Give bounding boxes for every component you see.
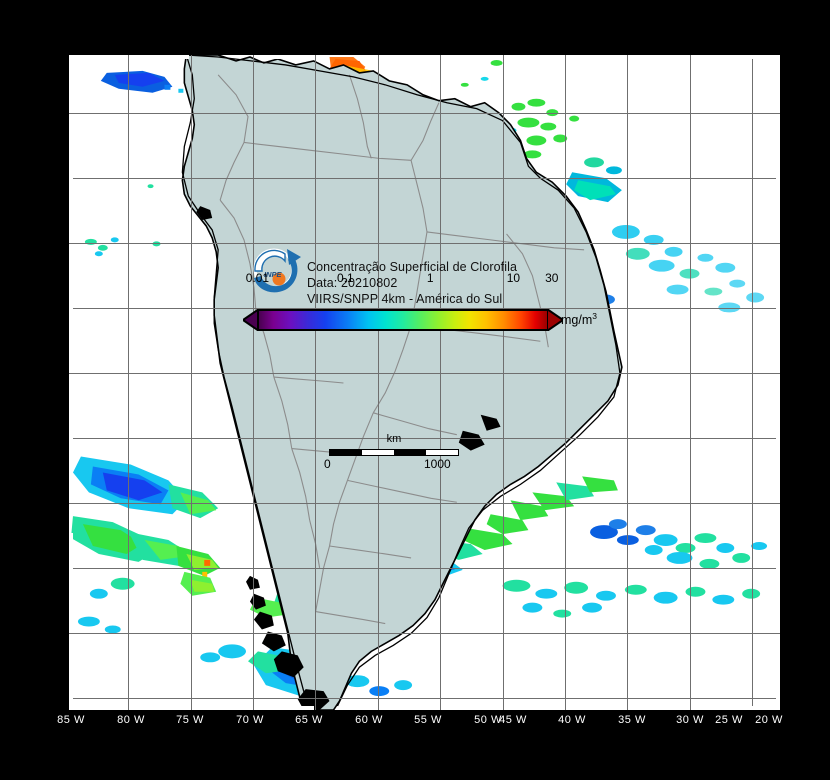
coastline-layer (181, 55, 621, 710)
chl-patch-humboldt (70, 184, 221, 634)
lon-label-80w: 80 W (117, 714, 145, 726)
colorbar[interactable] (243, 307, 563, 335)
lon-label-85w: 85 W (57, 714, 85, 726)
chl-patch-mid-atlantic (611, 224, 765, 313)
lon-label-25w: 25 W (715, 714, 743, 726)
chlorophyll-raster-layer (70, 55, 768, 710)
lon-label-35w: 35 W (618, 714, 646, 726)
scale-bar-start-label: 0 (324, 457, 331, 471)
lon-label-60w: 60 W (355, 714, 383, 726)
legend-text-block: Concentração Superficial de Clorofila Da… (307, 259, 607, 307)
lon-label-70w: 70 W (236, 714, 264, 726)
colorbar-unit-exponent: 3 (592, 311, 597, 321)
lon-label-75w: 75 W (176, 714, 204, 726)
colorbar-tick-3: 10 (506, 271, 521, 285)
colorbar-gradient (257, 309, 549, 331)
scale-bar: km 0 1000 (324, 433, 464, 473)
lon-label-55w: 55 W (414, 714, 442, 726)
colorbar-tick-2: 1 (426, 271, 434, 285)
colorbar-unit-label: mg/m3 (561, 311, 597, 327)
colorbar-tick-0: 0.01 (245, 271, 270, 285)
longitude-axis: 85 W 80 W 75 W 70 W 65 W 60 W 55 W 50 W … (0, 712, 830, 742)
colorbar-tick-labels: 0.01 0.1 1 10 30 (243, 271, 563, 287)
legend-title: Concentração Superficial de Clorofila (307, 260, 518, 274)
legend-panel: INPE Concentração Superficial de Clorofi… (243, 241, 603, 351)
scale-bar-graphic (329, 449, 459, 456)
map-plot: km 0 1000 INPE Concentra (69, 55, 780, 710)
colorbar-tick-4: 30 (545, 271, 559, 285)
colorbar-right-arrow-icon (547, 309, 563, 331)
legend-date: Data: 20210802 (307, 276, 398, 290)
scale-bar-unit-label: km (386, 433, 402, 445)
inpe-logo: INPE (253, 248, 301, 293)
legend-source: VIIRS/SNPP 4km - América do Sul (307, 292, 503, 306)
lon-label-45w: 45 W (499, 714, 527, 726)
chl-patch-east-coast-cyan (566, 157, 622, 203)
colorbar-left-arrow-icon (243, 309, 259, 331)
land-mass-layer (181, 55, 623, 710)
scale-bar-end-label: 1000 (424, 457, 451, 471)
lon-label-40w: 40 W (558, 714, 586, 726)
lon-label-65w: 65 W (295, 714, 323, 726)
colorbar-unit-text: mg/m (561, 313, 593, 328)
lon-label-30w: 30 W (676, 714, 704, 726)
lon-label-50w: 50 W (474, 714, 502, 726)
colorbar-tick-1: 0.1 (337, 271, 354, 285)
map-canvas[interactable]: km 0 1000 INPE Concentra (67, 53, 782, 712)
lon-label-20w: 20 W (755, 714, 783, 726)
inpe-logo-text: INPE (264, 270, 283, 279)
